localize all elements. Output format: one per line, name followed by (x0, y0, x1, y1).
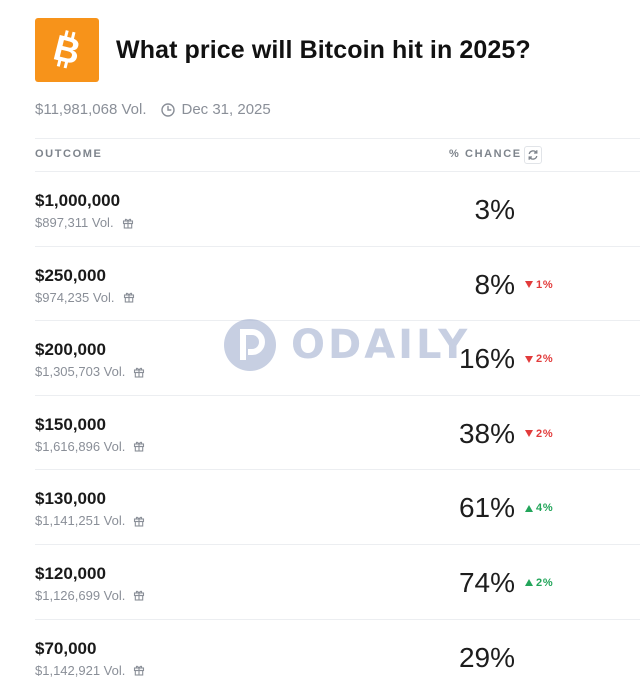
outcome-volume: $1,142,921 Vol. (35, 662, 126, 678)
refresh-button[interactable] (524, 146, 542, 164)
page-title: What price will Bitcoin hit in 2025? (116, 35, 531, 64)
outcome-volume: $1,141,251 Vol. (35, 513, 126, 529)
outcome-row[interactable]: $250,000 $974,235 Vol. 8% 1% (35, 247, 640, 322)
triangle-up-icon (525, 579, 533, 587)
gift-icon[interactable] (133, 366, 145, 378)
chance-change-value: 1% (536, 278, 554, 291)
outcome-volume-line: $1,305,703 Vol. (35, 364, 145, 379)
outcome-row[interactable]: $150,000 $1,616,896 Vol. 38% 2% (35, 396, 640, 471)
bitcoin-icon: B (35, 18, 99, 82)
outcome-list: $1,000,000 $897,311 Vol. 3% $250,000 $97… (35, 172, 640, 694)
outcome-chance: 29% (458, 641, 515, 673)
outcome-row[interactable]: $1,000,000 $897,311 Vol. 3% (35, 172, 640, 247)
outcome-price: $200,000 (35, 340, 106, 360)
outcome-price: $120,000 (35, 563, 106, 583)
gift-icon[interactable] (133, 515, 145, 527)
market-meta: $11,981,068 Vol. Dec 31, 2025 (35, 101, 271, 118)
outcome-volume-line: $1,141,251 Vol. (35, 513, 145, 528)
gift-icon[interactable] (122, 217, 134, 229)
outcome-volume: $974,235 Vol. (35, 289, 115, 305)
outcome-chance: 38% (458, 417, 515, 449)
chance-change-value: 2% (536, 353, 554, 366)
outcome-volume-line: $897,311 Vol. (35, 215, 134, 230)
outcome-column-header: OUTCOME (35, 148, 103, 160)
outcome-chance: 16% (458, 343, 515, 375)
outcome-chance: 74% (458, 566, 515, 598)
market-header: B What price will Bitcoin hit in 2025? (35, 18, 531, 82)
chance-change: 2% (525, 353, 554, 365)
divider (35, 171, 640, 172)
outcome-row[interactable]: $200,000 $1,305,703 Vol. 16% 2% (35, 321, 640, 396)
end-date: Dec 31, 2025 (181, 101, 271, 118)
outcome-chance: 61% (458, 492, 515, 524)
triangle-down-icon (525, 355, 533, 363)
outcome-volume: $1,616,896 Vol. (35, 438, 126, 454)
outcome-price: $130,000 (35, 489, 106, 509)
triangle-down-icon (525, 430, 533, 438)
outcome-price: $150,000 (35, 414, 106, 434)
chance-change: 1% (525, 279, 554, 291)
refresh-icon (528, 150, 538, 160)
chance-change-value: 4% (536, 502, 554, 515)
divider (35, 138, 640, 139)
chance-change-value: 2% (536, 576, 554, 589)
outcome-chance: 3% (474, 194, 515, 225)
chance-change-value: 2% (536, 427, 554, 440)
total-volume: $11,981,068 Vol. (35, 101, 147, 118)
outcome-row[interactable]: $120,000 $1,126,699 Vol. 74% 2% (35, 545, 640, 620)
triangle-down-icon (525, 281, 533, 289)
gift-icon[interactable] (133, 664, 145, 676)
outcome-chance: 8% (474, 268, 515, 300)
gift-icon[interactable] (123, 291, 135, 303)
outcome-volume: $897,311 Vol. (35, 215, 114, 230)
outcome-volume-line: $1,126,699 Vol. (35, 588, 145, 603)
clock-icon (160, 102, 175, 117)
gift-icon[interactable] (133, 440, 145, 452)
outcome-price: $70,000 (35, 638, 97, 658)
outcome-row[interactable]: $70,000 $1,142,921 Vol. 29% (35, 620, 640, 694)
outcome-volume-line: $974,235 Vol. (35, 290, 135, 305)
outcome-volume-line: $1,616,896 Vol. (35, 439, 145, 454)
gift-icon[interactable] (133, 589, 145, 602)
chance-change: 4% (525, 502, 554, 514)
outcome-price: $1,000,000 (35, 191, 121, 210)
outcome-volume-line: $1,142,921 Vol. (35, 663, 145, 678)
outcome-price: $250,000 (35, 265, 106, 285)
triangle-up-icon (525, 504, 533, 512)
chance-change: 2% (525, 428, 554, 440)
outcome-row[interactable]: $130,000 $1,141,251 Vol. 61% 4% (35, 470, 640, 545)
outcome-volume: $1,305,703 Vol. (35, 364, 126, 380)
chance-column-header: % CHANCE (449, 148, 522, 160)
chance-change: 2% (525, 577, 554, 589)
outcome-volume: $1,126,699 Vol. (35, 587, 126, 603)
